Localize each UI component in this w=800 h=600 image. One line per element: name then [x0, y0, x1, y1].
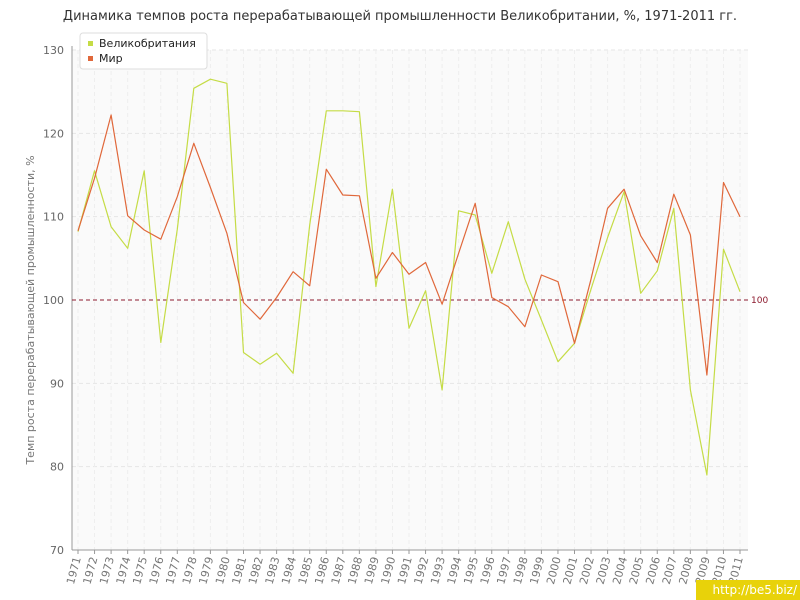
grid — [72, 49, 748, 550]
axes — [71, 46, 748, 554]
y-tick-label: 130 — [43, 44, 64, 57]
series-line-uk — [77, 78, 741, 476]
y-tick-label: 90 — [50, 377, 64, 390]
legend-box — [79, 32, 208, 70]
reference-line-label: 100 — [751, 296, 768, 306]
y-axis-label: Темп роста перерабатывающей промышленнос… — [24, 155, 37, 465]
legend-swatch — [88, 41, 93, 46]
legend-label: Мир — [99, 52, 123, 65]
reference-line-group: 100 — [72, 296, 768, 306]
series-line-world — [77, 114, 741, 376]
chart-title: Динамика темпов роста перерабатывающей п… — [62, 9, 738, 24]
legend-label: Великобритания — [99, 37, 196, 50]
series-lines — [77, 78, 741, 476]
y-tick-label: 100 — [43, 294, 64, 307]
y-tick-label: 80 — [50, 461, 64, 474]
x-tick-labels: 1971197219731974197519761977197819791980… — [64, 555, 746, 585]
y-tick-labels: 70 80 90 100 110 120 130 — [43, 44, 64, 557]
watermark-link[interactable]: http://be5.biz/ — [696, 580, 800, 600]
y-tick-label: 110 — [43, 211, 64, 224]
legend: Великобритания Мир — [79, 32, 208, 70]
legend-swatch — [88, 56, 93, 61]
y-tick-label: 120 — [43, 127, 64, 140]
y-tick-label: 70 — [50, 544, 64, 557]
